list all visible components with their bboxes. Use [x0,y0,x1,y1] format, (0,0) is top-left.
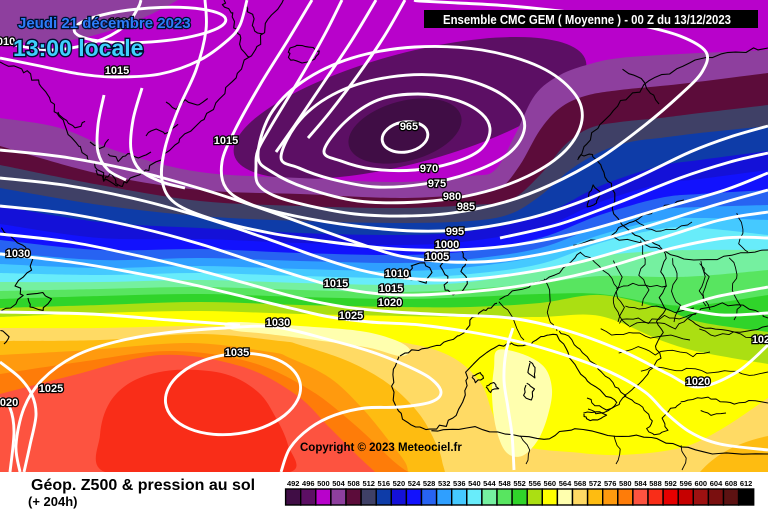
svg-text:612: 612 [740,479,753,488]
svg-text:13:00 locale: 13:00 locale [13,35,143,61]
svg-text:548: 548 [498,479,511,488]
svg-text:1015: 1015 [105,65,129,77]
svg-text:102: 102 [752,334,768,346]
svg-text:604: 604 [710,479,723,488]
svg-text:512: 512 [362,479,375,488]
svg-text:492: 492 [287,479,300,488]
svg-text:985: 985 [457,201,475,213]
svg-text:520: 520 [393,479,406,488]
svg-text:496: 496 [302,479,315,488]
svg-text:1025: 1025 [339,310,363,322]
svg-text:544: 544 [483,479,496,488]
svg-text:1020: 1020 [109,17,133,29]
svg-text:528: 528 [423,479,436,488]
svg-text:540: 540 [468,479,481,488]
svg-text:Copyright © 2023 Meteociel.fr: Copyright © 2023 Meteociel.fr [300,442,462,454]
svg-text:572: 572 [589,479,602,488]
svg-text:010: 010 [0,36,15,48]
svg-text:1005: 1005 [425,251,449,263]
svg-text:608: 608 [725,479,738,488]
svg-text:592: 592 [664,479,677,488]
svg-text:552: 552 [513,479,526,488]
svg-text:1015: 1015 [379,283,403,295]
svg-text:1000: 1000 [435,239,459,251]
svg-text:508: 508 [347,479,360,488]
svg-text:524: 524 [408,479,421,488]
svg-text:970: 970 [420,163,438,175]
svg-text:556: 556 [529,479,542,488]
svg-text:Ensemble CMC GEM ( Moyenne ): Ensemble CMC GEM ( Moyenne ) - 00 Z du 1… [443,13,731,27]
svg-text:536: 536 [453,479,466,488]
svg-text:576: 576 [604,479,617,488]
svg-text:580: 580 [619,479,632,488]
svg-text:1025: 1025 [39,383,63,395]
svg-text:564: 564 [559,479,572,488]
svg-text:532: 532 [438,479,451,488]
svg-text:Jeudi 21 décembre 2023: Jeudi 21 décembre 2023 [18,15,191,32]
svg-text:560: 560 [544,479,557,488]
svg-text:980: 980 [443,191,461,203]
svg-text:1030: 1030 [6,248,30,260]
svg-text:995: 995 [446,226,464,238]
svg-text:1030: 1030 [266,317,290,329]
svg-text:1020: 1020 [686,376,710,388]
svg-text:1010: 1010 [385,268,409,280]
svg-text:1015: 1015 [214,135,238,147]
svg-text:Géop. Z500 & pression au sol: Géop. Z500 & pression au sol [31,477,255,494]
svg-text:1020: 1020 [378,297,402,309]
svg-text:568: 568 [574,479,587,488]
svg-text:588: 588 [649,479,662,488]
svg-text:975: 975 [428,178,446,190]
svg-text:1015: 1015 [324,278,348,290]
svg-text:1035: 1035 [225,347,249,359]
svg-text:600: 600 [695,479,708,488]
svg-text:1020: 1020 [0,397,18,409]
svg-text:504: 504 [332,479,345,488]
svg-text:584: 584 [634,479,647,488]
svg-text:965: 965 [400,121,418,133]
svg-text:500: 500 [317,479,330,488]
svg-text:516: 516 [378,479,391,488]
svg-text:596: 596 [680,479,693,488]
svg-text:(+ 204h): (+ 204h) [28,494,78,509]
